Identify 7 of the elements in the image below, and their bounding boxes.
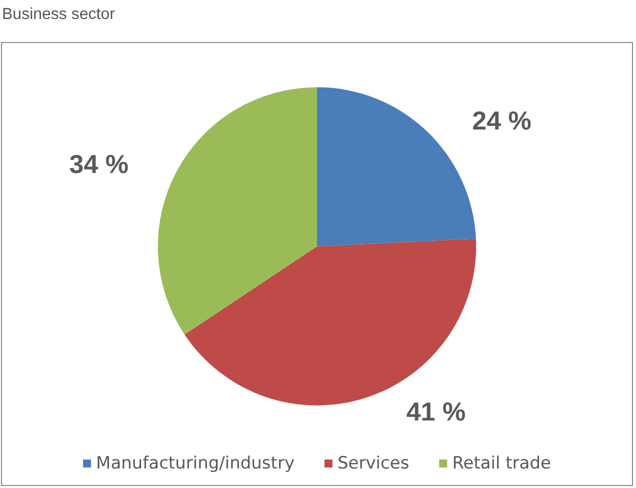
chart-title: Business sector bbox=[2, 6, 115, 24]
data-label: 24 % bbox=[472, 105, 532, 136]
legend-label: Services bbox=[338, 454, 410, 474]
legend-label: Retail trade bbox=[452, 454, 551, 474]
data-label: 34 % bbox=[69, 149, 129, 180]
data-label: 41 % bbox=[406, 396, 466, 427]
legend-label: Manufacturing/industry bbox=[96, 454, 295, 474]
